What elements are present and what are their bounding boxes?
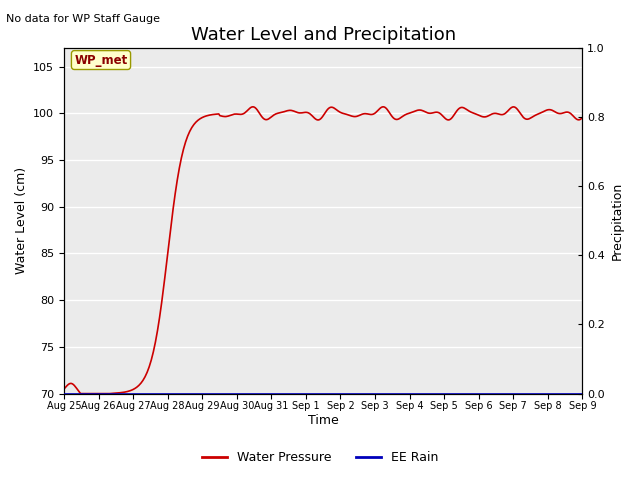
Legend: Water Pressure, EE Rain: Water Pressure, EE Rain (196, 446, 444, 469)
Text: No data for WP Staff Gauge: No data for WP Staff Gauge (6, 14, 161, 24)
Y-axis label: Water Level (cm): Water Level (cm) (15, 167, 28, 275)
Y-axis label: Precipitation: Precipitation (611, 181, 623, 260)
Title: Water Level and Precipitation: Water Level and Precipitation (191, 25, 456, 44)
Text: WP_met: WP_met (74, 54, 127, 67)
X-axis label: Time: Time (308, 414, 339, 427)
